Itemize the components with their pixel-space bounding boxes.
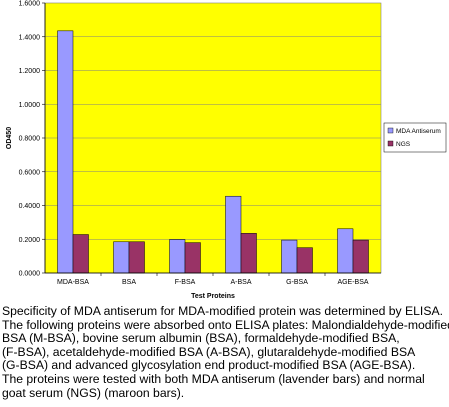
y-tick-label: 1.4000: [19, 34, 41, 41]
x-tick-label: MDA-BSA: [57, 279, 89, 286]
y-tick-labels: 0.0000 0.2000 0.4000 0.6000 0.8000 1.0000 1.20…: [19, 1, 45, 278]
caption-line: goat serum (NGS) (maroon bars).: [2, 385, 185, 400]
y-tick-label: 0.6000: [19, 169, 41, 176]
x-tick-label: F-BSA: [175, 279, 196, 286]
bar-mda-bsa-ngs: [72, 234, 89, 274]
caption-line: Specificity of MDA antiserum for MDA-mod…: [2, 304, 443, 318]
y-tick-label: 0.8000: [19, 136, 41, 143]
legend-label-mda-antiserum: MDA Antiserum: [396, 128, 441, 135]
bar-age-bsa-ngs: [352, 239, 369, 274]
y-axis-label: OD450: [6, 127, 13, 149]
bar-bsa-mda-antiserum: [113, 241, 130, 274]
x-tick-label: AGE-BSA: [337, 279, 368, 286]
y-tick-label: 1.2000: [19, 68, 41, 75]
legend-box: [383, 122, 447, 153]
x-tick-label: G-BSA: [286, 279, 308, 286]
caption-line: The proteins were tested with both MDA a…: [2, 371, 425, 386]
bar-g-bsa-mda-antiserum: [281, 239, 298, 274]
x-axis-label: Test Proteins: [191, 293, 235, 300]
legend-swatch-ngs: [387, 140, 394, 147]
legend-swatch-mda-antiserum: [387, 127, 394, 134]
gridlines: [45, 36, 381, 240]
caption-line: BSA (M-BSA), bovine serum albumin (BSA),…: [2, 331, 400, 346]
legend: MDA Antiserum NGS: [383, 122, 447, 153]
bar-g-bsa-ngs: [296, 247, 313, 274]
figure-caption: Specificity of MDA antiserum for MDA-mod…: [2, 304, 449, 400]
y-tick-label: 0.2000: [19, 237, 41, 244]
x-tick-label: A-BSA: [230, 279, 251, 286]
caption-line: The following proteins were absorbed ont…: [2, 317, 449, 332]
y-tick-label: 0.0000: [19, 271, 41, 278]
y-tick-label: 0.4000: [19, 203, 41, 210]
legend-label-ngs: NGS: [396, 141, 411, 148]
x-tick-label: BSA: [122, 279, 136, 286]
x-tick-labels: MDA-BSA BSA F-BSA A-BSA G-BSA AGE-BSA: [57, 273, 369, 286]
bar-f-bsa-mda-antiserum: [169, 239, 186, 274]
bar-bsa-ngs: [128, 241, 145, 274]
bar-age-bsa-mda-antiserum: [337, 228, 354, 274]
bars: [57, 30, 369, 274]
caption-line: (G-BSA) and advanced glycosylation end p…: [2, 358, 416, 373]
y-tick-label: 1.0000: [19, 102, 41, 109]
bar-a-bsa-ngs: [240, 233, 257, 274]
caption-line: (F-BSA), acetaldehyde-modified BSA (A-BS…: [2, 344, 416, 359]
bar-f-bsa-ngs: [184, 242, 201, 274]
bar-mda-bsa-mda-antiserum: [57, 30, 74, 274]
elisa-bar-chart: 0.0000 0.2000 0.4000 0.6000 0.8000 1.0000 1.20…: [6, 1, 447, 300]
bar-a-bsa-mda-antiserum: [225, 195, 242, 274]
y-tick-label: 1.6000: [19, 1, 41, 8]
